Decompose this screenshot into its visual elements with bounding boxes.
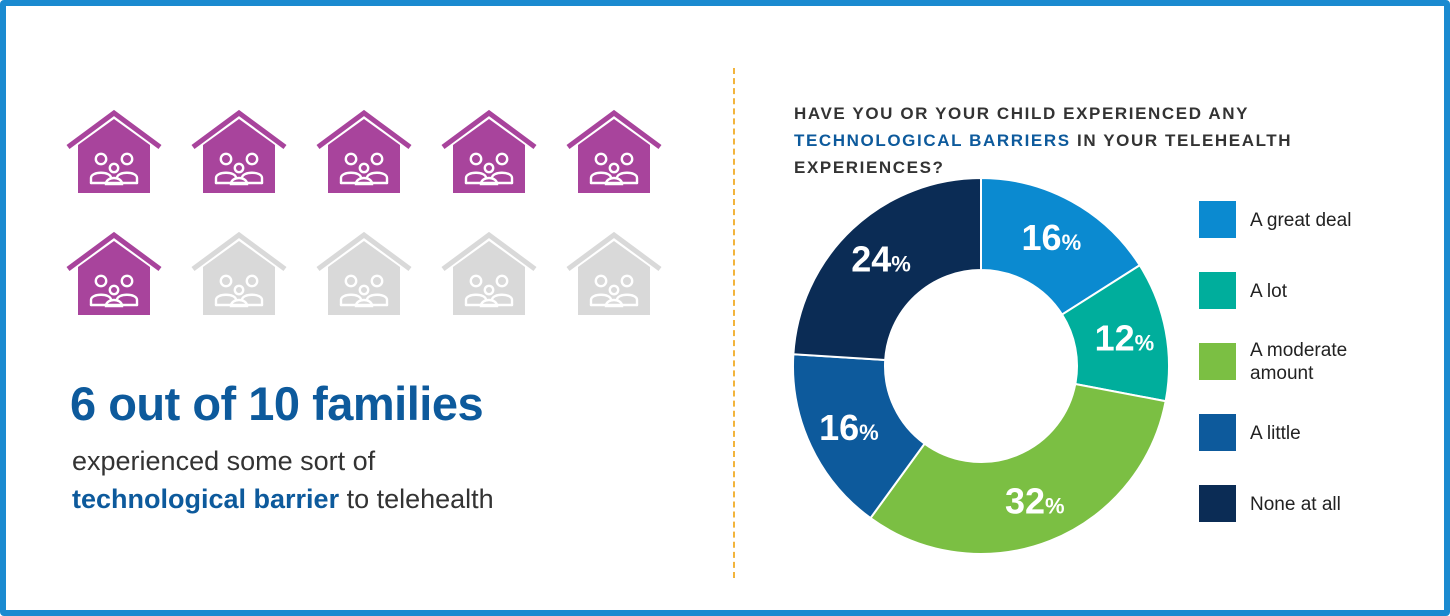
- donut-slice-a-great-deal: [980, 176, 1142, 316]
- divider: [733, 68, 735, 578]
- house-family-icon: [564, 231, 664, 319]
- house-family-icon: [189, 231, 289, 319]
- house-icon-grid: [64, 109, 684, 319]
- legend-swatch: [1199, 201, 1236, 238]
- house-family-icon: [64, 109, 164, 197]
- legend-swatch: [1199, 272, 1236, 309]
- subtext-line-1: experienced some sort of: [72, 446, 376, 476]
- question-part-2: IN YOUR TELEHEALTH EXPERIENCES?: [794, 131, 1293, 177]
- house-family-icon: [314, 231, 414, 319]
- legend-label: A lot: [1250, 281, 1287, 302]
- subtext: experienced some sort of technological b…: [72, 442, 494, 518]
- donut-chart: 16% 12% 32% 16% 24%: [791, 176, 1171, 561]
- donut-slice-a-little: [792, 353, 926, 520]
- legend-label: A great deal: [1250, 210, 1352, 231]
- house-family-icon: [314, 109, 414, 197]
- headline: 6 out of 10 families: [70, 377, 484, 430]
- donut-value-label: 16%: [819, 407, 879, 448]
- donut-value-label: 32%: [1005, 481, 1065, 522]
- legend-label: A moderate amount: [1250, 340, 1348, 384]
- house-family-icon: [564, 109, 664, 197]
- subtext-rest: to telehealth: [339, 484, 494, 514]
- legend-swatch: [1199, 485, 1236, 522]
- donut-slice-none-at-all: [792, 176, 982, 362]
- subtext-emphasis: technological barrier: [72, 484, 340, 514]
- question-part-1: HAVE YOU OR YOUR CHILD EXPERIENCED ANY: [794, 104, 1249, 123]
- chart-question: HAVE YOU OR YOUR CHILD EXPERIENCED ANY T…: [794, 100, 1394, 181]
- subtext-line-2: technological barrier to telehealth: [72, 480, 494, 518]
- donut-slice-a-moderate-amount: [869, 382, 1167, 555]
- donut-chart-svg: 16% 12% 32% 16% 24%: [792, 176, 1170, 555]
- house-family-icon: [439, 109, 539, 197]
- legend-label: None at all: [1250, 494, 1341, 515]
- donut-value-label: 12%: [1095, 318, 1155, 359]
- house-family-icon: [64, 231, 164, 319]
- question-emphasis: TECHNOLOGICAL BARRIERS: [794, 131, 1071, 150]
- donut-value-label: 24%: [851, 239, 911, 280]
- donut-value-label: 16%: [1022, 217, 1082, 258]
- legend-swatch: [1199, 414, 1236, 451]
- legend-swatch: [1199, 343, 1236, 380]
- house-family-icon: [189, 109, 289, 197]
- house-family-icon: [439, 231, 539, 319]
- legend-label: A little: [1250, 423, 1301, 444]
